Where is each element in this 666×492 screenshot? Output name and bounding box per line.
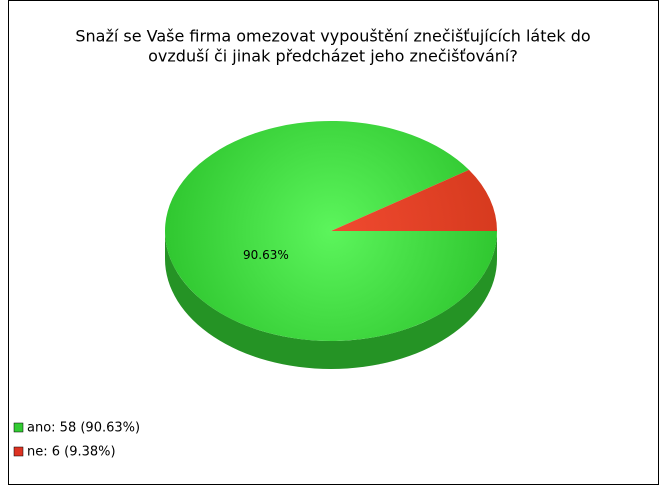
slice bbox=[331, 169, 497, 231]
slice-side bbox=[165, 231, 497, 369]
chart-title: ovzduší či jinak předcházet jeho znečišť… bbox=[148, 47, 518, 66]
legend-label: ne: 6 (9.38%) bbox=[27, 445, 116, 460]
legend-swatch bbox=[13, 446, 24, 457]
data-label: 90.63% bbox=[243, 248, 289, 262]
legend-label: ano: 58 (90.63%) bbox=[27, 421, 140, 436]
chart-title: Snaží se Vaše firma omezovat vypouštění … bbox=[75, 27, 590, 46]
legend-swatch bbox=[13, 422, 24, 433]
